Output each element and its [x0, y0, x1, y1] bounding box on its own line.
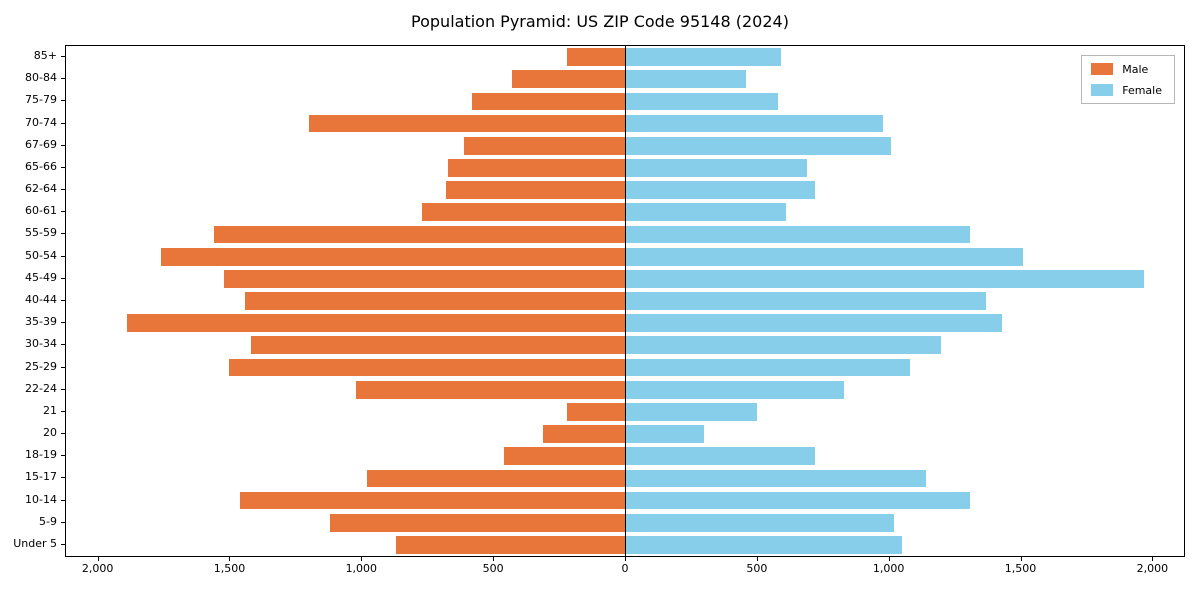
y-tick-label: 60-61 [25, 204, 57, 218]
female-bar [625, 469, 926, 488]
x-tick-label: 1,500 [1004, 562, 1037, 575]
male-bar [160, 247, 625, 266]
legend: Male Female [1081, 55, 1175, 104]
male-bar [395, 536, 625, 554]
female-bar [625, 292, 987, 310]
y-tick-label: 62-64 [25, 182, 57, 196]
bars-container [66, 46, 1184, 556]
female-bar [625, 92, 778, 111]
female-swatch-icon [1091, 84, 1114, 96]
zero-axis-line [625, 46, 626, 556]
male-swatch-icon [1091, 63, 1114, 75]
male-bar [126, 314, 625, 333]
x-tick-mark [493, 557, 495, 561]
y-tick-label: 21 [43, 403, 57, 417]
y-tick-label: 50-54 [25, 248, 57, 262]
y-tick-label: 70-74 [25, 115, 57, 129]
male-bar [308, 114, 625, 133]
male-bar [448, 159, 625, 177]
female-bar [625, 48, 781, 66]
y-tick-label: 22-24 [25, 381, 57, 395]
female-bar [625, 513, 894, 532]
female-bar [625, 536, 902, 554]
male-bar [566, 403, 625, 421]
y-tick-label: 15-17 [25, 470, 57, 484]
male-bar [224, 269, 625, 288]
y-tick-label: 75-79 [25, 93, 57, 107]
male-bar [464, 136, 625, 155]
x-tick-label: 1,000 [872, 562, 905, 575]
male-bar [566, 48, 625, 66]
x-tick-label: 2,000 [81, 562, 114, 575]
female-bar [625, 491, 971, 510]
male-bar [229, 358, 625, 377]
male-bar [445, 181, 625, 199]
y-tick-label: 67-69 [25, 137, 57, 151]
y-tick-label: 25-29 [25, 359, 57, 373]
y-tick-label: 10-14 [25, 492, 57, 506]
legend-label-female: Female [1122, 83, 1162, 97]
x-tick-label: 2,000 [1136, 562, 1169, 575]
male-bar [511, 70, 625, 89]
plot-area: Male Female [65, 45, 1185, 557]
x-tick-label: 1,000 [345, 562, 378, 575]
legend-entry-male: Male [1091, 63, 1162, 75]
x-tick-mark [361, 557, 363, 561]
y-tick-label: 18-19 [25, 448, 57, 462]
female-bar [625, 447, 815, 466]
x-tick-mark [756, 557, 758, 561]
male-bar [472, 92, 625, 111]
female-bar [625, 380, 844, 399]
y-tick-label: 35-39 [25, 315, 57, 329]
female-bar [625, 159, 807, 177]
female-bar [625, 403, 757, 421]
x-tick-label: 0 [621, 562, 629, 575]
male-bar [250, 336, 625, 355]
y-tick-label: 20 [43, 426, 57, 440]
x-tick-mark [625, 557, 626, 561]
female-bar [625, 203, 786, 222]
male-bar [421, 203, 625, 222]
male-bar [213, 225, 625, 244]
y-tick-label: 55-59 [25, 226, 57, 240]
x-tick-label: 1,500 [213, 562, 246, 575]
male-bar [366, 469, 625, 488]
female-bar [625, 358, 910, 377]
y-tick-label: Under 5 [13, 536, 57, 550]
x-tick-mark [1152, 557, 1154, 561]
y-tick-label: 85+ [33, 49, 57, 63]
female-bar [625, 247, 1024, 266]
male-bar [503, 447, 625, 466]
female-bar [625, 269, 1145, 288]
x-tick-mark [229, 557, 231, 561]
male-bar [329, 513, 625, 532]
y-tick-label: 30-34 [25, 337, 57, 351]
chart-title: Population Pyramid: US ZIP Code 95148 (2… [411, 12, 789, 31]
male-bar [245, 292, 625, 310]
male-bar [543, 425, 625, 443]
male-bar [240, 491, 625, 510]
female-bar [625, 114, 884, 133]
legend-entry-female: Female [1091, 84, 1162, 96]
male-bar [356, 380, 625, 399]
female-bar [625, 70, 747, 89]
female-bar [625, 225, 971, 244]
y-tick-label: 5-9 [39, 514, 57, 528]
female-bar [625, 425, 705, 443]
y-tick-label: 40-44 [25, 293, 57, 306]
x-tick-mark [1020, 557, 1022, 561]
y-tick-label: 45-49 [25, 270, 57, 284]
x-tick-mark [97, 557, 99, 561]
x-tick-mark [888, 557, 890, 561]
y-tick-label: 80-84 [25, 71, 57, 85]
y-tick-label: 65-66 [25, 159, 57, 173]
x-tick-label: 500 [482, 562, 504, 575]
female-bar [625, 314, 1003, 333]
legend-label-male: Male [1122, 62, 1149, 76]
female-bar [625, 336, 942, 355]
x-tick-label: 500 [746, 562, 768, 575]
female-bar [625, 181, 815, 199]
female-bar [625, 136, 892, 155]
